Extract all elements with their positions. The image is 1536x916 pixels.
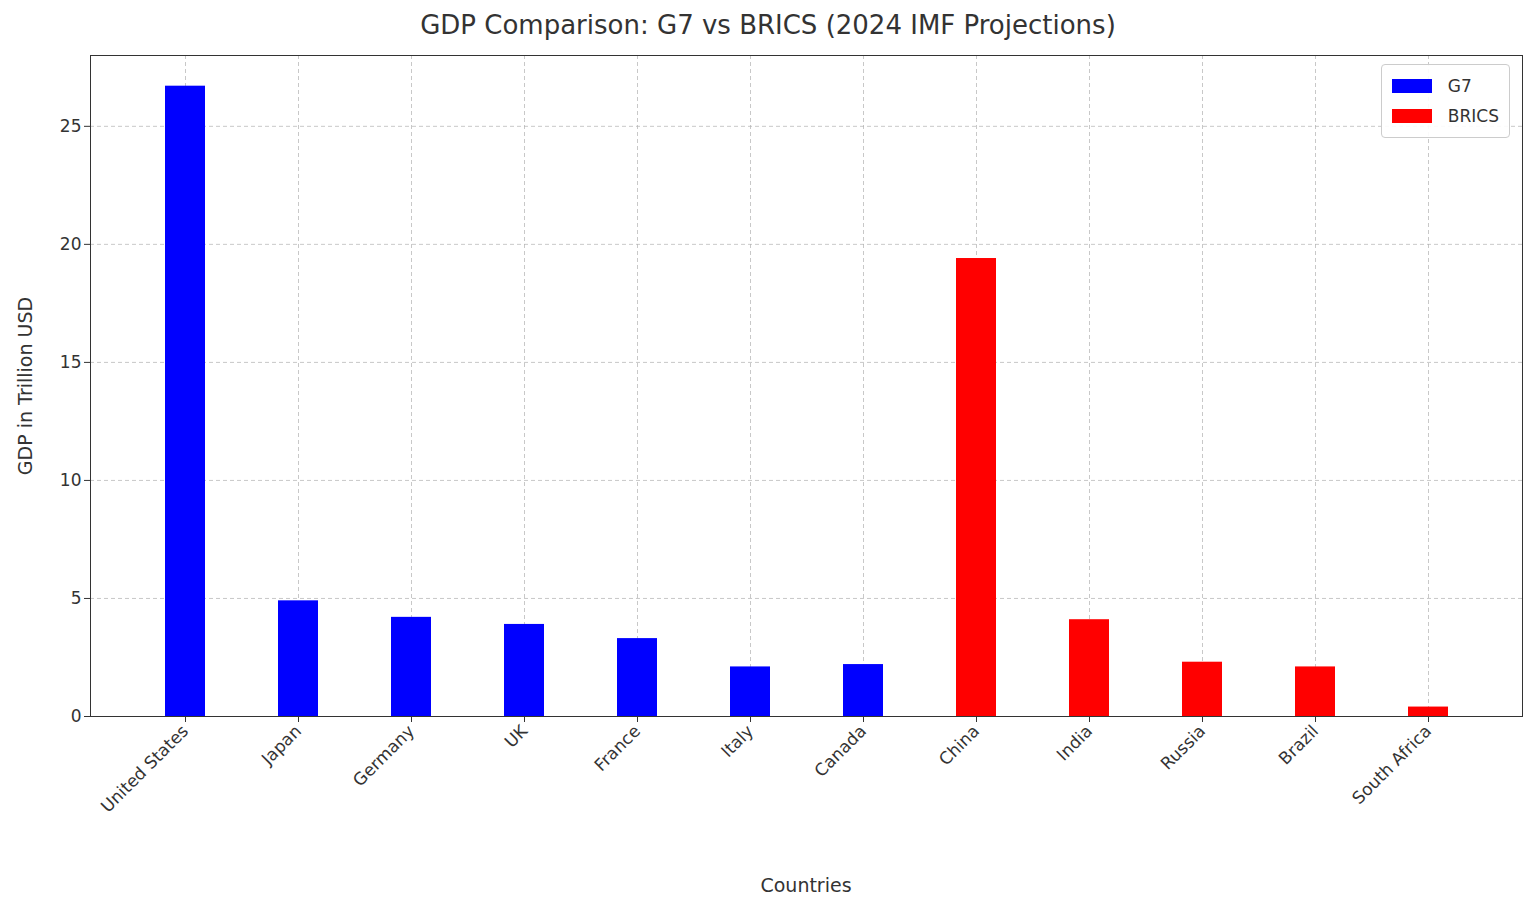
svg-text:Canada: Canada — [810, 721, 870, 781]
html-text:GDP Comparison: G7 vs BRICS (2: GDP Comparison: G7 vs BRICS (2024 IMF Pr… — [420, 10, 1116, 40]
svg-text:Russia: Russia — [1156, 721, 1209, 774]
svg-text:South Africa: South Africa — [1348, 721, 1435, 808]
svg-text:China: China — [935, 721, 983, 769]
svg-text:10: 10 — [60, 470, 82, 490]
svg-text:20: 20 — [60, 234, 82, 254]
svg-text:United States: United States — [97, 721, 193, 817]
svg-text:Italy: Italy — [717, 721, 757, 761]
svg-text:0: 0 — [71, 706, 82, 726]
svg-text:15: 15 — [60, 352, 82, 372]
html-text:Countries: Countries — [760, 874, 852, 896]
svg-text:Germany: Germany — [349, 721, 418, 790]
html-text:BRICS: BRICS — [1447, 106, 1499, 126]
svg-text:5: 5 — [71, 588, 82, 608]
svg-text:India: India — [1053, 721, 1097, 765]
svg-text:25: 25 — [60, 116, 82, 136]
svg-text:Japan: Japan — [257, 721, 305, 769]
html-text:GDP in Trillion USD: GDP in Trillion USD — [14, 296, 36, 476]
svg-text:UK: UK — [500, 720, 531, 751]
svg-text:Brazil: Brazil — [1274, 721, 1322, 769]
html-text:G7: G7 — [1447, 76, 1472, 96]
svg-text:France: France — [590, 721, 644, 775]
